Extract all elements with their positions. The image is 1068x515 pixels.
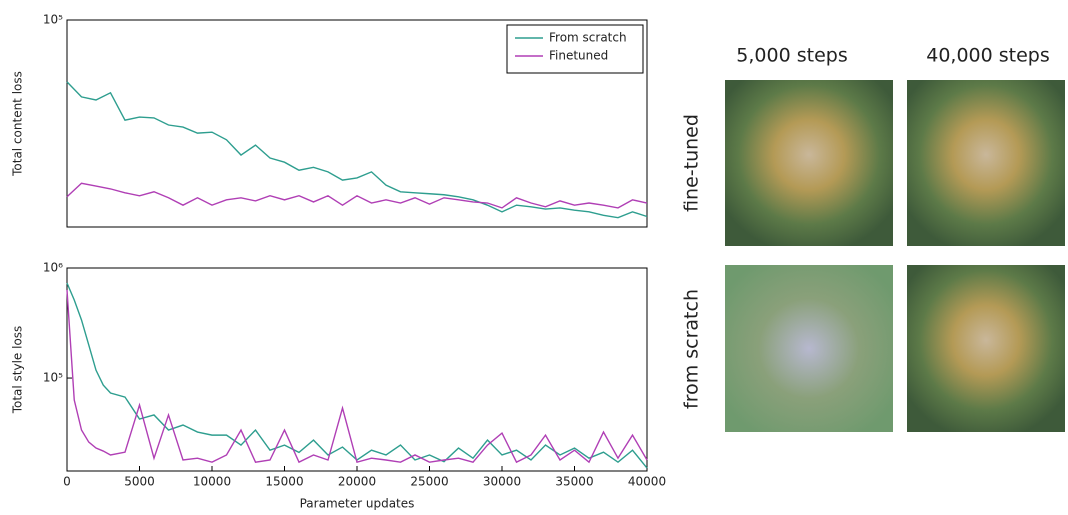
legend-label: From scratch <box>549 31 627 45</box>
x-tick-label: 40000 <box>628 475 666 489</box>
x-tick-label: 10000 <box>193 475 231 489</box>
image <box>907 265 1065 432</box>
x-tick-label: 25000 <box>410 475 448 489</box>
image-panel: 5,000 steps 40,000 steps fine-tuned from… <box>681 45 1065 432</box>
image <box>907 80 1065 246</box>
plot-frame <box>66 19 648 228</box>
y-tick-label: 10⁵ <box>43 13 63 27</box>
series-line <box>66 81 648 219</box>
x-tick-label: 35000 <box>555 475 593 489</box>
row-title: fine-tuned <box>681 114 703 212</box>
legend: From scratch Finetuned <box>506 24 644 74</box>
image <box>725 80 893 246</box>
legend-frame <box>506 24 644 74</box>
column-title: 40,000 steps <box>926 45 1050 67</box>
y-tick-label: 10⁶ <box>43 261 63 275</box>
x-tick-label: 15000 <box>265 475 303 489</box>
y-tick-label: 10⁵ <box>43 371 63 385</box>
legend-label: Finetuned <box>549 49 608 63</box>
x-tick-label: 5000 <box>124 475 155 489</box>
y-axis-label: Total content loss <box>11 71 25 177</box>
y-axis-label: Total style loss <box>11 326 25 415</box>
plot-frame <box>66 267 648 472</box>
column-title: 5,000 steps <box>736 45 847 67</box>
image <box>725 265 893 432</box>
x-tick-label: 30000 <box>483 475 521 489</box>
series-line <box>66 182 648 209</box>
x-tick-label: 0 <box>63 475 71 489</box>
series-line <box>66 282 648 469</box>
x-axis-label: Parameter updates <box>300 497 415 511</box>
x-tick-label: 20000 <box>338 475 376 489</box>
series-line <box>66 289 648 464</box>
row-title: from scratch <box>681 289 703 409</box>
